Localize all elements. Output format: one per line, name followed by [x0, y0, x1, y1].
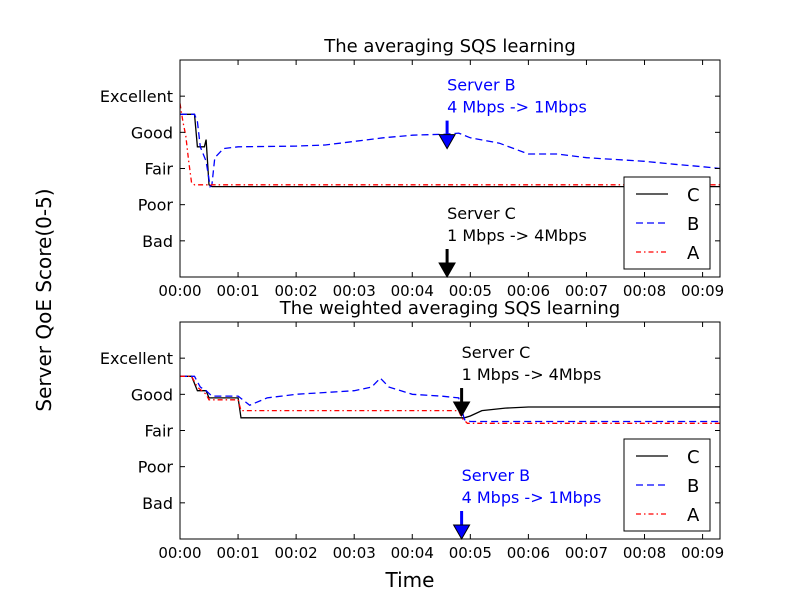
- chart1-title: The averaging SQS learning: [323, 36, 576, 57]
- chart2-x-tick-label: 00:04: [391, 544, 434, 562]
- chart1-x-tick-label: 00:06: [507, 282, 550, 300]
- chart1-annotation-1-text: Server B: [447, 76, 516, 95]
- chart1-x-tick-label: 00:01: [216, 282, 259, 300]
- chart2-annotation-2: Server B 4 Mbps -> 1Mbps: [452, 466, 602, 541]
- chart1-x-tick-label: 00:03: [333, 282, 376, 300]
- chart2-y-tick-label: Bad: [142, 494, 173, 513]
- chart1: The averaging SQS learning 00:00 00:01 00:0…: [100, 36, 724, 300]
- chart2-annotation-1-arrow-head: [452, 401, 471, 418]
- figure-y-axis-label: Server QoE Score(0-5): [32, 188, 56, 412]
- chart1-annotation-1: Server B 4 Mbps -> 1Mbps: [438, 76, 587, 150]
- chart2-annotation-2-text: 4 Mbps -> 1Mbps: [462, 488, 602, 507]
- chart2-y-tick-label: Good: [131, 385, 173, 404]
- chart1-annotation-1-arrow-head: [438, 134, 456, 150]
- chart1-series-B: [180, 113, 720, 189]
- chart1-series-C: [180, 113, 720, 188]
- chart2-x-tick-label: 00:07: [565, 544, 608, 562]
- chart2-legend-label-A: A: [687, 505, 700, 526]
- chart1-series-group: [180, 103, 720, 189]
- chart2-x-tick-label: 00:05: [449, 544, 492, 562]
- chart1-y-tick-label: Bad: [142, 232, 173, 251]
- chart1-y-tick-label: Poor: [138, 196, 174, 215]
- chart1-x-tick-label: 00:07: [565, 282, 608, 300]
- chart1-annotation-2-text: 1 Mbps -> 4Mbps: [447, 226, 587, 245]
- chart1-annotation-2-arrow-head: [438, 262, 456, 279]
- chart2-annotation-1: Server C 1 Mbps -> 4Mbps: [452, 343, 602, 418]
- chart1-x-tick-label: 00:00: [158, 282, 201, 300]
- chart2-title: The weighted averaging SQS learning: [279, 298, 620, 319]
- chart2-annotation-1-text: Server C: [462, 343, 531, 362]
- chart2-annotation-2-arrow-head: [452, 524, 471, 541]
- chart2-series-B: [180, 375, 720, 423]
- chart1-series-A: [180, 103, 720, 186]
- chart1-annotation-2: Server C 1 Mbps -> 4Mbps: [438, 204, 587, 279]
- chart1-legend-label-A: A: [687, 243, 700, 264]
- chart2-x-tick-label: 00:09: [681, 544, 724, 562]
- chart2-x-tick-label: 00:01: [216, 544, 259, 562]
- chart1-x-tick-label: 00:04: [391, 282, 434, 300]
- chart2-legend: CBA: [623, 438, 711, 532]
- chart1-y-tick-label: Good: [131, 123, 173, 142]
- chart2-series-group: [180, 375, 720, 424]
- chart1-x-tick-label: 00:02: [275, 282, 318, 300]
- chart2: The weighted averaging SQS learning 00:00…: [100, 298, 724, 562]
- chart1-legend-label-C: C: [687, 185, 700, 206]
- chart2-x-tick-label: 00:06: [507, 544, 550, 562]
- chart2-y-tick-label: Poor: [138, 458, 174, 477]
- chart2-y-tick-label: Fair: [144, 422, 173, 441]
- chart1-annotation-1-text: 4 Mbps -> 1Mbps: [447, 98, 587, 117]
- chart1-legend: CBA: [623, 176, 711, 270]
- chart1-y-tick-label: Fair: [144, 160, 173, 179]
- chart2-annotation-2-text: Server B: [462, 466, 531, 485]
- chart2-series-C: [180, 375, 720, 419]
- chart2-legend-label-C: C: [687, 447, 700, 468]
- chart2-x-tick-label: 00:03: [333, 544, 376, 562]
- chart1-x-tick-label: 00:05: [449, 282, 492, 300]
- chart1-y-tick-label: Excellent: [100, 87, 173, 106]
- chart2-x-tick-label: 00:08: [623, 544, 666, 562]
- figure-x-axis-label: Time: [385, 568, 435, 592]
- chart1-legend-label-B: B: [687, 214, 699, 235]
- chart1-x-tick-label: 00:09: [681, 282, 724, 300]
- chart2-annotation-1-text: 1 Mbps -> 4Mbps: [462, 365, 602, 384]
- chart2-legend-label-B: B: [687, 476, 699, 497]
- chart2-x-tick-label: 00:02: [275, 544, 318, 562]
- chart2-y-tick-label: Excellent: [100, 349, 173, 368]
- chart1-annotation-2-text: Server C: [447, 204, 516, 223]
- chart2-x-tick-label: 00:00: [158, 544, 201, 562]
- chart1-x-tick-label: 00:08: [623, 282, 666, 300]
